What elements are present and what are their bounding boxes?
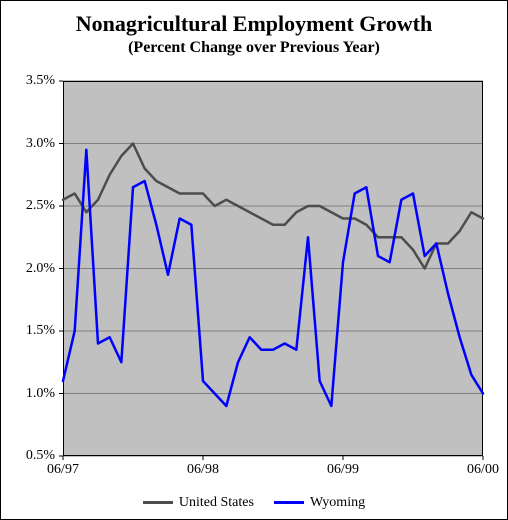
y-tick-label: 1.5% [5,323,55,339]
chart-title-sub: (Percent Change over Previous Year) [1,39,507,57]
x-tick-label: 06/00 [467,462,499,478]
y-tick-label: 2.5% [5,198,55,214]
x-tick-label: 06/98 [187,462,219,478]
y-tick-label: 3.5% [5,73,55,89]
legend-swatch [143,501,173,504]
y-tick-label: 2.0% [5,261,55,277]
legend-label: United States [179,495,254,511]
plot-area: 0.5%1.0%1.5%2.0%2.5%3.0%3.5%06/9706/9806… [63,81,483,456]
x-tick-label: 06/97 [47,462,79,478]
x-tick-label: 06/99 [327,462,359,478]
chart-container: Nonagricultural Employment Growth (Perce… [0,0,508,520]
legend-swatch [274,501,304,504]
chart-title: Nonagricultural Employment Growth (Perce… [1,11,507,57]
plot-svg [63,81,483,456]
legend: United States Wyoming [1,491,507,511]
y-tick-label: 3.0% [5,136,55,152]
chart-title-main: Nonagricultural Employment Growth [1,11,507,37]
y-tick-label: 1.0% [5,386,55,402]
legend-item: United States [143,495,254,511]
legend-label: Wyoming [310,495,365,511]
legend-item: Wyoming [274,495,365,511]
